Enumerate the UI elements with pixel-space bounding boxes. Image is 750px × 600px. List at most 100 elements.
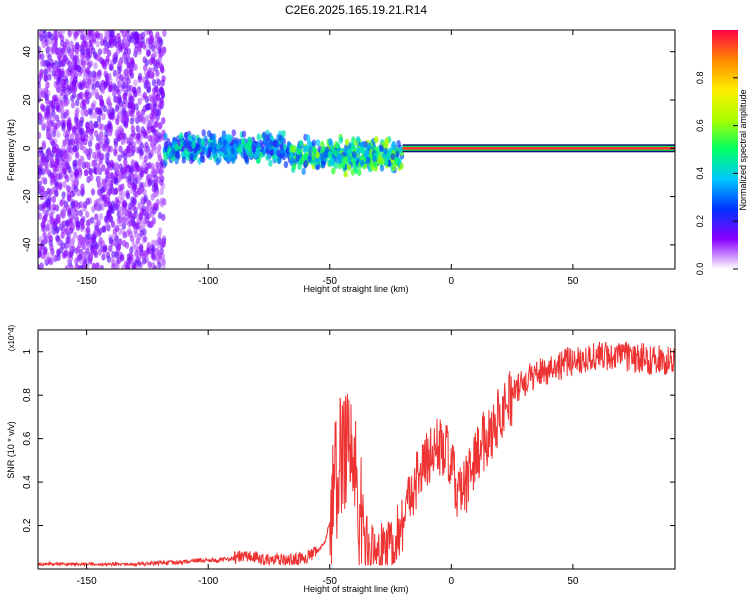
heatmap-cell: [108, 163, 114, 171]
heatmap-cell: [143, 155, 148, 163]
heatmap-cell: [331, 167, 336, 175]
heatmap-cell: [44, 167, 49, 175]
heatmap-cell: [231, 129, 236, 137]
heatmap-cell: [157, 211, 163, 220]
heatmap-cell: [113, 176, 118, 184]
heatmap-cell: [163, 153, 168, 161]
heatmap-cell: [151, 167, 157, 175]
heatmap-cell: [315, 151, 320, 159]
heatmap-cell: [75, 99, 80, 107]
heatmap-cell: [49, 137, 54, 145]
heatmap-cell: [101, 164, 106, 172]
heatmap-cell: [45, 223, 50, 232]
heatmap-cell: [92, 166, 97, 174]
heatmap-cell: [102, 62, 108, 70]
heatmap-cell: [73, 159, 79, 167]
heatmap-cell: [67, 217, 73, 225]
heatmap-cell: [80, 108, 85, 117]
snr-x-tick-label: 50: [567, 576, 579, 587]
heatmap-cell: [131, 220, 136, 228]
heatmap-cell: [118, 219, 123, 227]
heatmap-cell: [160, 79, 165, 87]
heatmap-cell: [78, 209, 84, 217]
heatmap-cell: [130, 258, 135, 266]
heatmap-cell: [82, 262, 88, 269]
heatmap-cell: [151, 179, 156, 188]
heatmap-cell: [103, 70, 108, 78]
heatmap-cell: [90, 188, 96, 196]
heatmap-cell: [160, 238, 165, 246]
heatmap-cell: [74, 257, 79, 265]
heatmap-cell: [53, 122, 58, 130]
heatmap-cell: [76, 65, 81, 73]
heatmap-cell: [68, 250, 74, 258]
heatmap-cell: [62, 41, 68, 49]
heatmap-cell: [56, 213, 61, 221]
heatmap-cell: [179, 132, 184, 140]
heatmap-cell: [54, 46, 59, 54]
heatmap-cell: [60, 34, 65, 42]
heatmap-cell: [70, 190, 75, 198]
spectrogram-x-tick-label: -50: [323, 276, 338, 287]
heatmap-cell: [355, 136, 361, 144]
heatmap-cell: [95, 80, 100, 88]
heatmap-cell: [129, 117, 135, 125]
heatmap-cell: [60, 231, 65, 239]
heatmap-cell: [137, 201, 142, 209]
heatmap-cell: [328, 138, 333, 146]
heatmap-cell: [50, 115, 56, 123]
heatmap-cell: [161, 46, 167, 54]
heatmap-cell: [96, 219, 101, 227]
heatmap-cell: [98, 109, 103, 117]
heatmap-cell: [155, 189, 160, 198]
heatmap-cell: [121, 216, 127, 224]
heatmap-cell: [95, 40, 101, 48]
heatmap-cell: [137, 175, 142, 183]
heatmap-cell: [335, 142, 340, 150]
heatmap-cell: [109, 215, 114, 224]
heatmap-cell: [301, 167, 306, 176]
heatmap-cell: [41, 140, 46, 148]
heatmap-cell: [157, 144, 162, 152]
heatmap-cell: [114, 95, 120, 104]
heatmap-cell: [103, 81, 109, 89]
heatmap-cell: [122, 199, 128, 207]
heatmap-cell: [174, 144, 179, 152]
heatmap-cell: [57, 68, 62, 76]
snr-y-multiplier: (x10^4): [7, 324, 16, 351]
heatmap-cell: [59, 79, 64, 87]
heatmap-cell: [156, 79, 161, 87]
snr-x-tick-label: 0: [449, 576, 455, 587]
heatmap-cell: [74, 55, 80, 63]
heatmap-cell: [372, 155, 377, 163]
heatmap-cell: [150, 220, 155, 228]
heatmap-cell: [150, 115, 155, 123]
heatmap-cell: [133, 63, 138, 71]
heatmap-cell: [365, 156, 371, 164]
heatmap-cell: [108, 245, 113, 253]
heatmap-cell: [127, 181, 132, 189]
heatmap-cell: [113, 147, 118, 155]
heatmap-cell: [75, 245, 81, 254]
heatmap-cell: [104, 220, 110, 229]
heatmap-cell: [65, 97, 70, 105]
heatmap-cell: [228, 134, 233, 142]
heatmap-cell: [66, 119, 72, 127]
heatmap-cell: [142, 130, 147, 138]
heatmap-cell: [73, 31, 78, 39]
heatmap-cell: [41, 90, 46, 98]
snr-panel: -150 -100 -50 0 50 0.2 0.4 0.6 0.8 1 Height of s…: [6, 324, 676, 594]
heatmap-cell: [85, 121, 91, 129]
heatmap-cell: [127, 228, 132, 236]
heatmap-cell: [147, 178, 152, 186]
heatmap-cell: [298, 140, 304, 148]
spectrogram-x-label: Height of straight line (km): [303, 284, 408, 294]
heatmap-cell: [42, 59, 47, 67]
heatmap-cell: [97, 248, 102, 256]
heatmap-cell: [221, 134, 226, 142]
heatmap-cell: [100, 86, 105, 94]
heatmap-cell: [103, 245, 108, 253]
snr-y-ticks: 0.2 0.4 0.6 0.8 1: [22, 349, 675, 532]
heatmap-cell: [78, 82, 83, 90]
heatmap-cell: [77, 253, 83, 261]
